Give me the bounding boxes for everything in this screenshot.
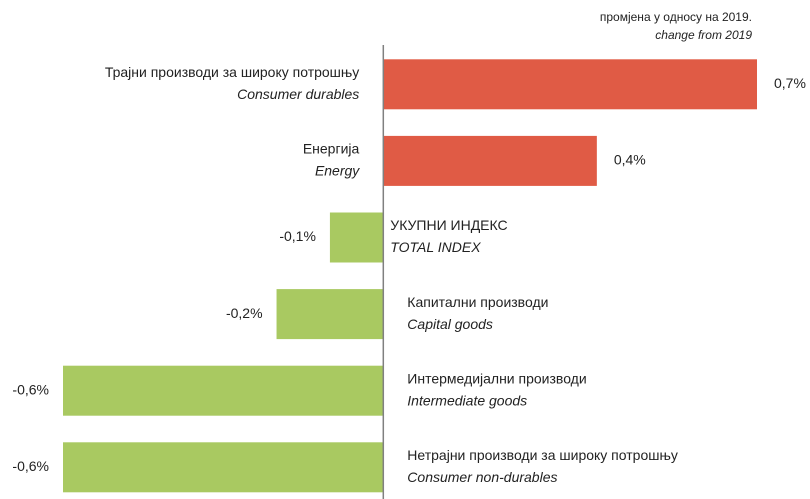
bar [63, 442, 384, 493]
category-label-en: Consumer non-durables [407, 469, 557, 485]
value-label: -0,2% [226, 305, 263, 321]
bar [329, 212, 384, 263]
annotation: промјена у односу на 2019. [600, 10, 752, 24]
category-label-en: Consumer durables [237, 86, 359, 102]
bar [383, 135, 597, 186]
bar [63, 365, 384, 416]
category-label-en: Energy [315, 163, 360, 179]
category-label: УКУПНИ ИНДЕКС [390, 217, 507, 233]
annotation: change from 2019 [655, 28, 752, 42]
category-label: Трајни производи за широку потрошњу [105, 64, 359, 80]
category-label: Интермедијални производи [407, 370, 586, 386]
category-label: Нетрајни производи за широку потрошњу [407, 447, 678, 463]
category-label: Капитални производи [407, 294, 548, 310]
bar [383, 59, 757, 110]
value-label: -0,1% [279, 228, 316, 244]
category-label: Енергија [303, 141, 360, 157]
category-label-en: Capital goods [407, 316, 493, 332]
value-label: 0,4% [614, 152, 646, 168]
value-label: -0,6% [12, 458, 49, 474]
category-label-en: TOTAL INDEX [390, 239, 481, 255]
value-label: -0,6% [12, 381, 49, 397]
category-label-en: Intermediate goods [407, 392, 527, 408]
bar [276, 289, 384, 340]
value-label: 0,7% [774, 75, 806, 91]
